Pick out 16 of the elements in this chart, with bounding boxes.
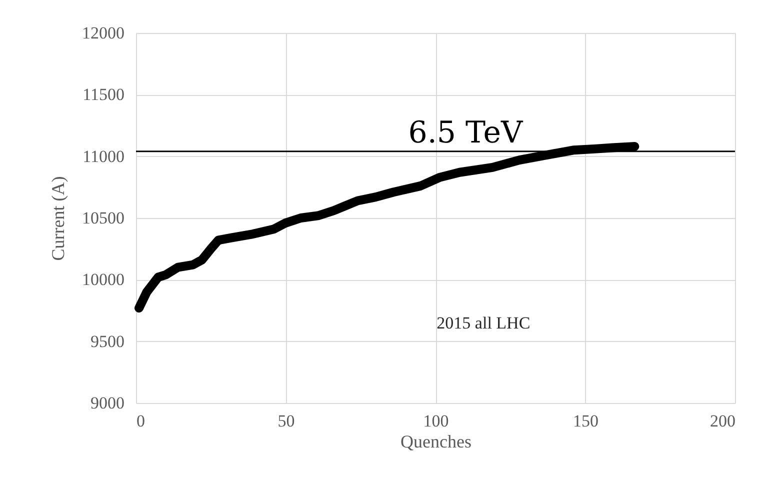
y-tick-label: 12000 bbox=[82, 24, 124, 42]
y-tick-label: 11000 bbox=[82, 146, 124, 166]
y-axis-title: Current (A) bbox=[48, 176, 68, 261]
x-tick-label: 150 bbox=[573, 412, 598, 430]
y-tick-label: 11500 bbox=[82, 85, 124, 104]
x-tick-label: 100 bbox=[423, 412, 449, 430]
y-tick-label: 10000 bbox=[82, 270, 124, 290]
annotation: 2015 all LHC bbox=[436, 313, 530, 332]
x-tick-label: 200 bbox=[710, 412, 736, 430]
ref-line-label: 6.5 TeV bbox=[408, 115, 524, 150]
x-axis-title: Quenches bbox=[400, 432, 472, 452]
x-tick-label: 50 bbox=[278, 412, 295, 430]
y-tick-label: 10500 bbox=[82, 208, 124, 228]
x-tick-label: 0 bbox=[136, 412, 145, 430]
y-tick-label: 9000 bbox=[90, 394, 124, 412]
y-tick-label: 9500 bbox=[90, 332, 124, 351]
